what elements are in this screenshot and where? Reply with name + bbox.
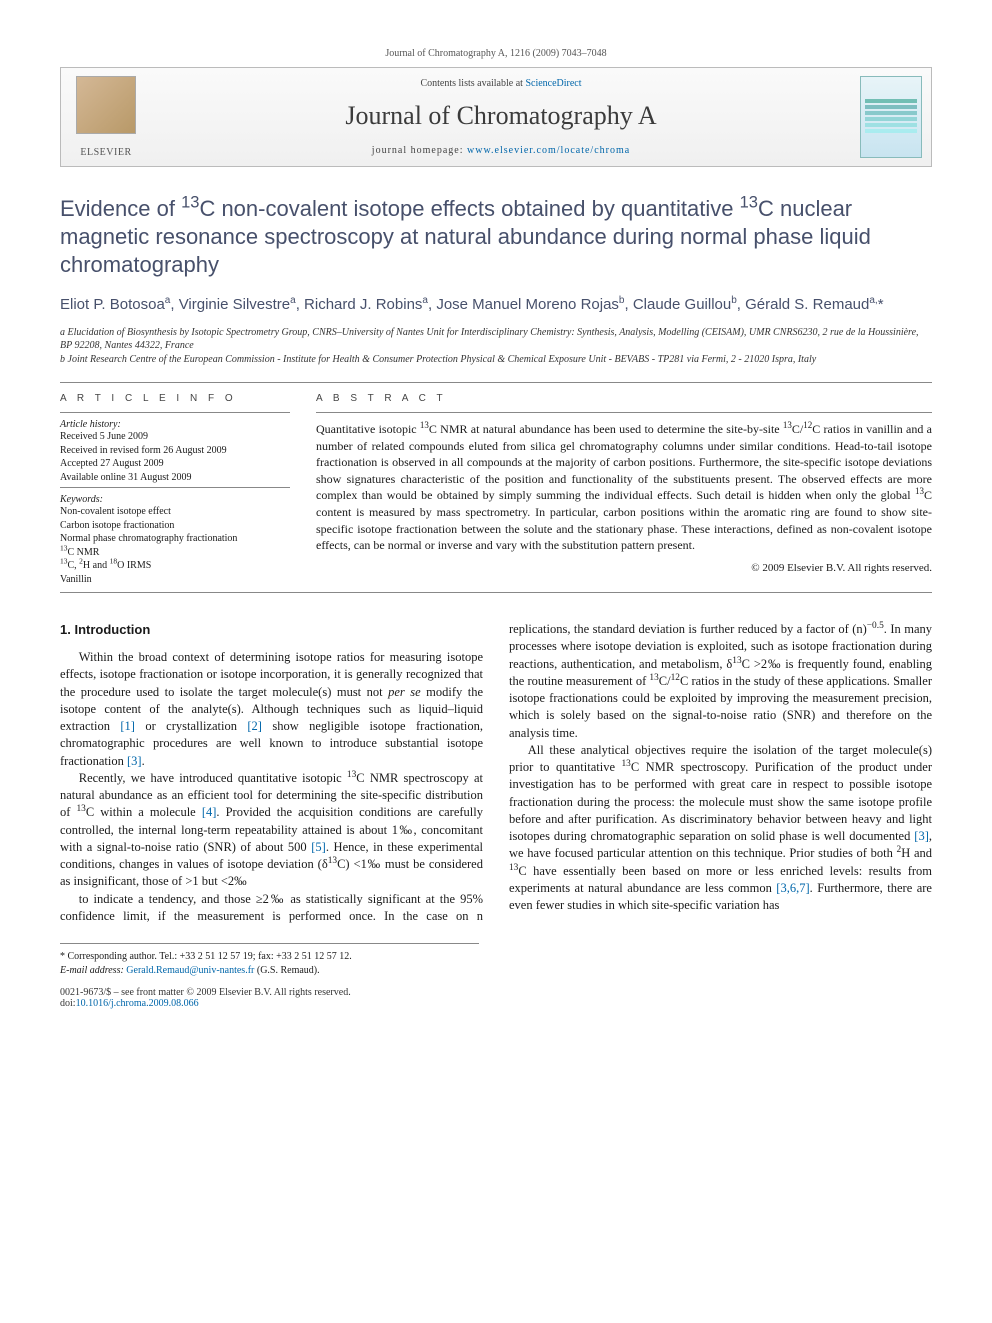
abstract-column: A B S T R A C T Quantitative isotopic 13… [316, 393, 932, 586]
divider [60, 382, 932, 383]
publisher-name: ELSEVIER [80, 147, 131, 158]
email-label: E-mail address: [60, 965, 126, 976]
affiliation-b: b Joint Research Centre of the European … [60, 353, 932, 367]
keyword: Normal phase chromatography fractionatio… [60, 532, 290, 546]
divider [60, 487, 290, 488]
divider [60, 412, 290, 413]
history-line: Available online 31 August 2009 [60, 471, 290, 485]
article-title: Evidence of 13C non-covalent isotope eff… [60, 195, 932, 279]
publisher-logo-icon [76, 76, 136, 134]
history-line: Received in revised form 26 August 2009 [60, 444, 290, 458]
abstract-copyright: © 2009 Elsevier B.V. All rights reserved… [316, 562, 932, 574]
author-list: Eliot P. Botosoaa, Virginie Silvestrea, … [60, 295, 932, 315]
abstract-text: Quantitative isotopic 13C NMR at natural… [316, 421, 932, 553]
email-line: E-mail address: Gerald.Remaud@univ-nante… [60, 964, 479, 978]
contents-line: Contents lists available at ScienceDirec… [159, 78, 843, 89]
homepage-prefix: journal homepage: [372, 145, 467, 156]
history-line: Accepted 27 August 2009 [60, 457, 290, 471]
masthead: ELSEVIER Contents lists available at Sci… [60, 67, 932, 167]
article-info-column: A R T I C L E I N F O Article history: R… [60, 393, 290, 586]
body-paragraph: Recently, we have introduced quantitativ… [60, 770, 483, 891]
keywords-label: Keywords: [60, 494, 290, 505]
journal-name: Journal of Chromatography A [159, 101, 843, 131]
divider [316, 412, 932, 413]
section-heading: 1. Introduction [60, 621, 483, 639]
keyword: Carbon isotope fractionation [60, 519, 290, 533]
issn-line: 0021-9673/$ – see front matter © 2009 El… [60, 987, 932, 998]
running-head: Journal of Chromatography A, 1216 (2009)… [60, 48, 932, 59]
publisher-block: ELSEVIER [61, 68, 151, 166]
doi-link[interactable]: 10.1016/j.chroma.2009.08.066 [76, 998, 199, 1009]
keyword: Vanillin [60, 573, 290, 587]
affiliations: a Elucidation of Biosynthesis by Isotopi… [60, 326, 932, 367]
contents-prefix: Contents lists available at [420, 78, 525, 89]
divider [60, 592, 932, 593]
cover-thumb-block [851, 68, 931, 166]
journal-cover-icon [860, 76, 922, 158]
abstract-heading: A B S T R A C T [316, 393, 932, 404]
page-footer: 0021-9673/$ – see front matter © 2009 El… [60, 987, 932, 1009]
history-label: Article history: [60, 419, 290, 430]
sciencedirect-link[interactable]: ScienceDirect [525, 78, 581, 89]
keyword: Non-covalent isotope effect [60, 505, 290, 519]
homepage-line: journal homepage: www.elsevier.com/locat… [159, 145, 843, 156]
affiliation-a: a Elucidation of Biosynthesis by Isotopi… [60, 326, 932, 353]
masthead-center: Contents lists available at ScienceDirec… [151, 68, 851, 166]
email-suffix: (G.S. Remaud). [254, 965, 319, 976]
doi-label: doi: [60, 998, 76, 1009]
corresponding-author-footnote: * Corresponding author. Tel.: +33 2 51 1… [60, 943, 479, 977]
homepage-link[interactable]: www.elsevier.com/locate/chroma [467, 145, 630, 156]
email-link[interactable]: Gerald.Remaud@univ-nantes.fr [126, 965, 254, 976]
body-columns: 1. Introduction Within the broad context… [60, 621, 932, 925]
history-line: Received 5 June 2009 [60, 430, 290, 444]
page: Journal of Chromatography A, 1216 (2009)… [0, 0, 992, 1049]
info-abstract-row: A R T I C L E I N F O Article history: R… [60, 393, 932, 586]
keyword: 13C, 2H and 18O IRMS [60, 559, 290, 573]
doi-line: doi:10.1016/j.chroma.2009.08.066 [60, 998, 932, 1009]
article-info-heading: A R T I C L E I N F O [60, 393, 290, 404]
body-paragraph: Within the broad context of determining … [60, 649, 483, 770]
body-paragraph: All these analytical objectives require … [509, 742, 932, 915]
corresponding-line: * Corresponding author. Tel.: +33 2 51 1… [60, 950, 479, 964]
keyword: 13C NMR [60, 546, 290, 560]
